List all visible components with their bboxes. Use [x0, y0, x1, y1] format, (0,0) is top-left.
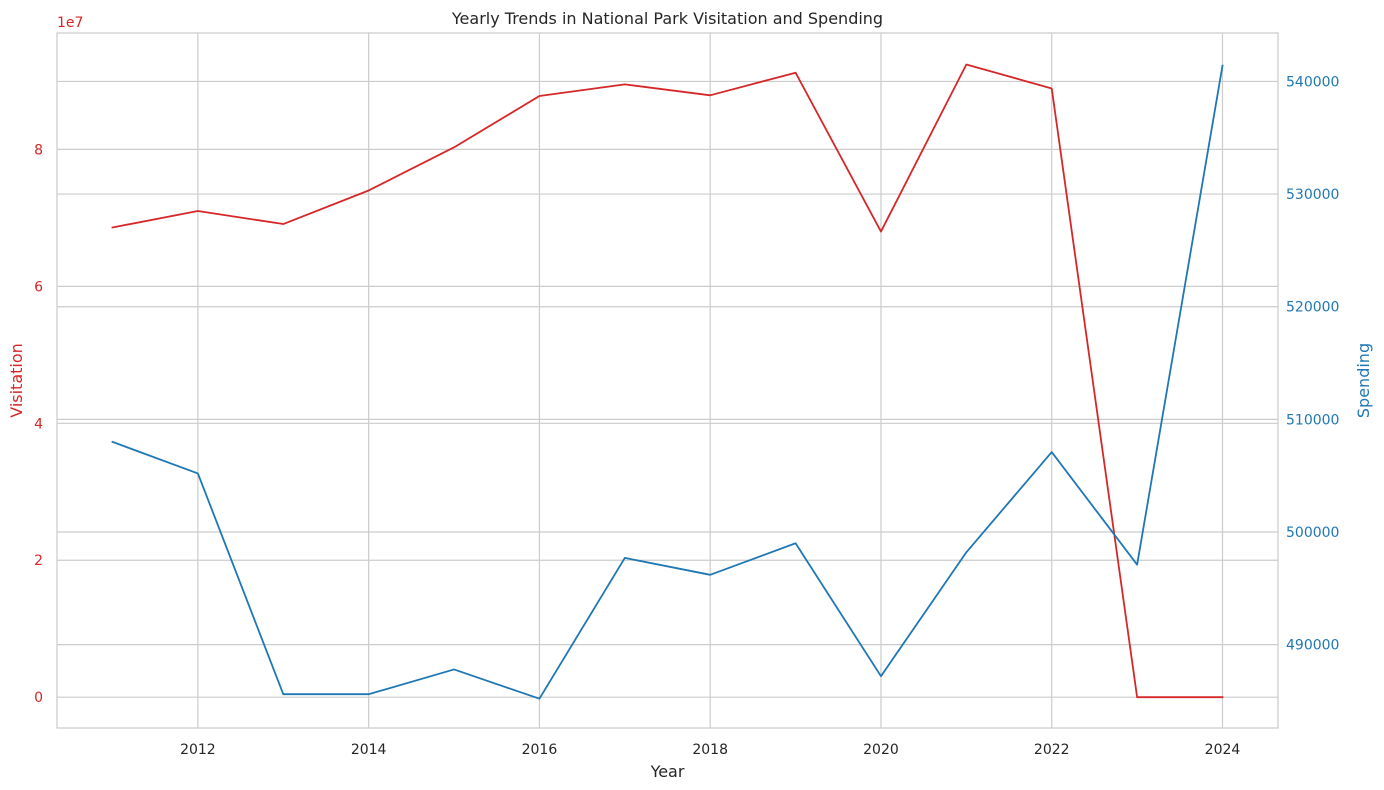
right-y-axis-label: Spending: [1354, 343, 1373, 418]
left-axis-offset-text: 1e7: [57, 15, 83, 31]
grid-layer: [57, 33, 1278, 728]
left-y-tick-label: 6: [34, 279, 43, 295]
chart-title: Yearly Trends in National Park Visitatio…: [451, 9, 883, 28]
left-y-axis-label: Visitation: [7, 343, 26, 418]
right-y-tick-label: 540000: [1286, 74, 1339, 90]
right-y-tick-label: 520000: [1286, 300, 1339, 316]
spending-series-line: [111, 64, 1224, 700]
left-y-tick-label: 8: [34, 142, 43, 158]
x-tick-label: 2020: [863, 742, 899, 758]
right-y-tick-label: 530000: [1286, 187, 1339, 203]
x-tick-label: 2018: [692, 742, 728, 758]
left-y-tick-label: 4: [34, 416, 43, 432]
visitation-series-line: [111, 63, 1224, 699]
x-axis-label: Year: [650, 762, 685, 781]
right-y-tick-label: 510000: [1286, 412, 1339, 428]
x-tick-label: 2012: [180, 742, 216, 758]
left-y-tick-label: 2: [34, 553, 43, 569]
x-tick-label: 2022: [1034, 742, 1070, 758]
right-y-tick-label: 490000: [1286, 638, 1339, 654]
ticks-layer: 2012 2014 2016 2018 2020 2022 2024 0 2 4 6 8 490000 5…: [34, 74, 1339, 758]
x-tick-label: 2016: [522, 742, 558, 758]
plot-frame: [56, 32, 1279, 729]
series-layer: [111, 63, 1224, 700]
x-tick-label: 2014: [351, 742, 387, 758]
x-tick-label: 2024: [1205, 742, 1241, 758]
right-y-tick-label: 500000: [1286, 525, 1339, 541]
left-y-tick-label: 0: [34, 690, 43, 706]
